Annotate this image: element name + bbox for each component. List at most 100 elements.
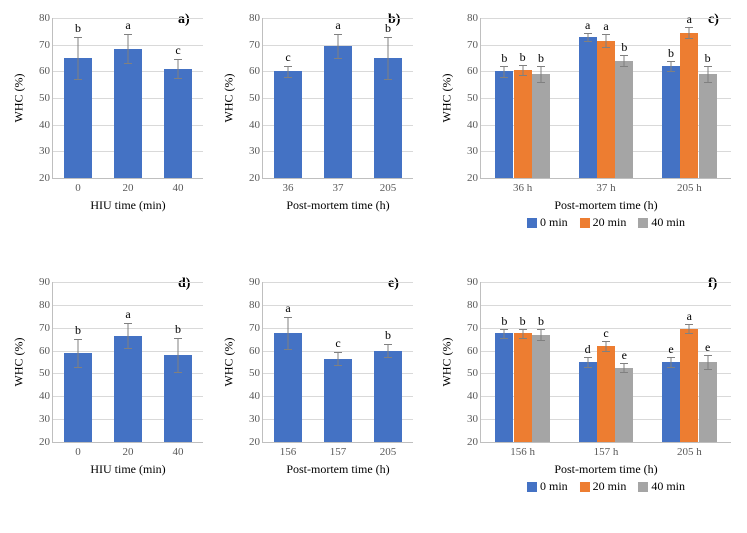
ytick-label: 40 (39, 119, 50, 131)
ytick-label: 80 (467, 12, 478, 24)
sig-letter: b (385, 21, 391, 36)
error-cap (537, 340, 545, 341)
legend-entry: 40 min (638, 479, 685, 494)
error-cap (620, 55, 628, 56)
error-bar (671, 357, 672, 366)
error-cap (284, 317, 292, 318)
plot-a: 20304050607080WHC (%)HIU time (min)b0a20… (52, 18, 203, 179)
error-bar (707, 66, 708, 82)
x-axis-label: Post-mortem time (h) (554, 462, 657, 477)
error-bar (128, 323, 129, 348)
legend-label: 0 min (540, 479, 568, 493)
error-bar (624, 363, 625, 372)
sig-letter: d (585, 342, 591, 357)
legend-label: 0 min (540, 215, 568, 229)
y-axis-label: WHC (%) (12, 338, 27, 387)
error-cap (74, 367, 82, 368)
ytick-label: 60 (39, 345, 50, 357)
error-bar (338, 352, 339, 366)
error-cap (500, 77, 508, 78)
error-cap (704, 369, 712, 370)
sig-letter: b (520, 50, 526, 65)
error-cap (602, 351, 610, 352)
sig-letter: c (335, 336, 340, 351)
error-cap (384, 344, 392, 345)
xtick-label: 20 (123, 446, 134, 458)
error-cap (667, 71, 675, 72)
error-cap (602, 34, 610, 35)
bar (114, 49, 142, 178)
error-bar (606, 34, 607, 47)
ytick-label: 90 (467, 276, 478, 288)
ytick-label: 30 (39, 413, 50, 425)
plot-b: 20304050607080WHC (%)Post-mortem time (h… (262, 18, 413, 179)
bar (680, 33, 698, 178)
ytick-label: 30 (249, 145, 260, 157)
sig-letter: a (585, 18, 590, 33)
sig-letter: b (538, 314, 544, 329)
error-cap (537, 66, 545, 67)
ytick-label: 90 (249, 276, 260, 288)
ytick-label: 50 (467, 367, 478, 379)
error-cap (602, 341, 610, 342)
legend: 0 min20 min40 min (521, 214, 691, 230)
bar (597, 346, 615, 442)
error-cap (685, 38, 693, 39)
y-axis-label: WHC (%) (440, 74, 455, 123)
xtick-label: 40 (173, 182, 184, 194)
error-cap (74, 37, 82, 38)
error-cap (74, 79, 82, 80)
error-cap (519, 75, 527, 76)
ytick-label: 80 (249, 299, 260, 311)
y-axis-label: WHC (%) (222, 74, 237, 123)
legend-swatch (527, 218, 537, 228)
error-bar (606, 341, 607, 350)
ytick-label: 40 (249, 119, 260, 131)
error-bar (504, 66, 505, 77)
error-cap (174, 372, 182, 373)
error-bar (689, 27, 690, 38)
bar (699, 74, 717, 178)
ytick-label: 60 (467, 65, 478, 77)
ytick-label: 70 (249, 39, 260, 51)
ytick-label: 20 (467, 436, 478, 448)
bar (532, 74, 550, 178)
plot-f: 2030405060708090WHC (%)Post-mortem time … (480, 282, 731, 443)
bar (532, 335, 550, 442)
error-cap (667, 367, 675, 368)
error-cap (74, 339, 82, 340)
xtick-label: 156 h (510, 446, 535, 458)
legend-label: 40 min (651, 479, 685, 493)
error-cap (500, 329, 508, 330)
ytick-label: 30 (39, 145, 50, 157)
xtick-label: 36 h (513, 182, 532, 194)
error-cap (174, 78, 182, 79)
gridline (53, 305, 203, 306)
x-axis-label: Post-mortem time (h) (286, 462, 389, 477)
ytick-label: 30 (249, 413, 260, 425)
ytick-label: 60 (249, 345, 260, 357)
figure: a)20304050607080WHC (%)HIU time (min)b0a… (0, 0, 747, 533)
error-cap (384, 79, 392, 80)
error-cap (667, 61, 675, 62)
ytick-label: 80 (39, 299, 50, 311)
sig-letter: a (687, 309, 692, 324)
legend-swatch (638, 482, 648, 492)
sig-letter: a (125, 18, 130, 33)
error-bar (522, 329, 523, 338)
error-bar (671, 61, 672, 72)
ytick-label: 20 (39, 172, 50, 184)
xtick-label: 20 (123, 182, 134, 194)
ytick-label: 30 (467, 145, 478, 157)
error-cap (334, 352, 342, 353)
plot-e: 2030405060708090WHC (%)Post-mortem time … (262, 282, 413, 443)
error-cap (334, 58, 342, 59)
sig-letter: b (175, 322, 181, 337)
ytick-label: 40 (467, 390, 478, 402)
error-cap (537, 82, 545, 83)
error-cap (584, 357, 592, 358)
xtick-label: 0 (75, 182, 81, 194)
bar (164, 69, 192, 178)
legend-label: 40 min (651, 215, 685, 229)
legend-swatch (580, 218, 590, 228)
